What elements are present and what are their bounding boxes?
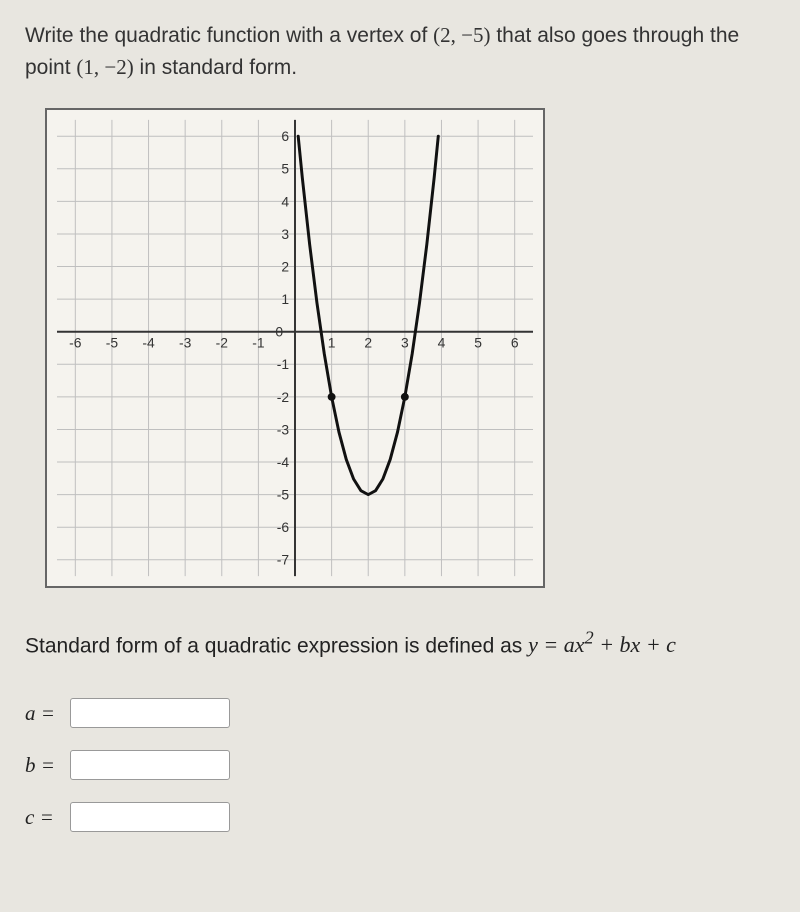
svg-text:-3: -3 [277, 421, 290, 437]
answer-label-a: a = [25, 701, 70, 726]
svg-text:-1: -1 [252, 335, 265, 351]
standard-form-text: Standard form of a quadratic expression … [25, 628, 775, 658]
svg-text:-5: -5 [277, 487, 290, 503]
svg-text:3: 3 [401, 335, 409, 351]
svg-text:-2: -2 [277, 389, 290, 405]
question-text: Write the quadratic function with a vert… [25, 20, 775, 83]
svg-text:-2: -2 [216, 335, 229, 351]
answer-label-b: b = [25, 753, 70, 778]
svg-text:-5: -5 [106, 335, 119, 351]
svg-text:-1: -1 [277, 356, 290, 372]
answer-input-c[interactable] [70, 802, 230, 832]
question-line2-suffix: in standard form. [134, 56, 297, 79]
answer-row-c: c = [25, 802, 775, 832]
answer-row-a: a = [25, 698, 775, 728]
svg-text:6: 6 [281, 128, 289, 144]
standard-form-formula: y = ax2 + bx + c [528, 632, 676, 657]
svg-text:0: 0 [275, 324, 283, 340]
parabola-chart: -6 -5 -4 -3 -2 -1 0 1 2 3 4 5 6 -7 -6 -5 -4 -3 -2 -1 1 2 3 4 5 6 [45, 108, 545, 588]
svg-text:4: 4 [438, 335, 446, 351]
svg-text:-6: -6 [69, 335, 82, 351]
answer-input-b[interactable] [70, 750, 230, 780]
standard-form-prefix: Standard form of a quadratic expression … [25, 634, 528, 657]
chart-svg: -6 -5 -4 -3 -2 -1 0 1 2 3 4 5 6 -7 -6 -5 -4 -3 -2 -1 1 2 3 4 5 6 [47, 110, 543, 586]
question-line1-prefix: Write the quadratic function with a vert… [25, 24, 433, 47]
svg-text:-4: -4 [142, 335, 155, 351]
svg-text:2: 2 [364, 335, 372, 351]
svg-text:-3: -3 [179, 335, 192, 351]
svg-text:1: 1 [281, 291, 289, 307]
answer-input-a[interactable] [70, 698, 230, 728]
svg-text:3: 3 [281, 226, 289, 242]
answer-row-b: b = [25, 750, 775, 780]
svg-text:5: 5 [281, 161, 289, 177]
svg-text:5: 5 [474, 335, 482, 351]
svg-text:-7: -7 [277, 552, 290, 568]
question-line1-suffix: that also goes through the [491, 24, 740, 47]
svg-text:4: 4 [281, 193, 289, 209]
vertex-point: (2, −5) [433, 23, 490, 47]
svg-text:-4: -4 [277, 454, 290, 470]
svg-text:2: 2 [281, 259, 289, 275]
svg-text:-6: -6 [277, 519, 290, 535]
answer-label-c: c = [25, 805, 70, 830]
through-point: (1, −2) [76, 55, 133, 79]
question-line2-prefix: point [25, 56, 76, 79]
svg-text:1: 1 [328, 335, 336, 351]
svg-text:6: 6 [511, 335, 519, 351]
